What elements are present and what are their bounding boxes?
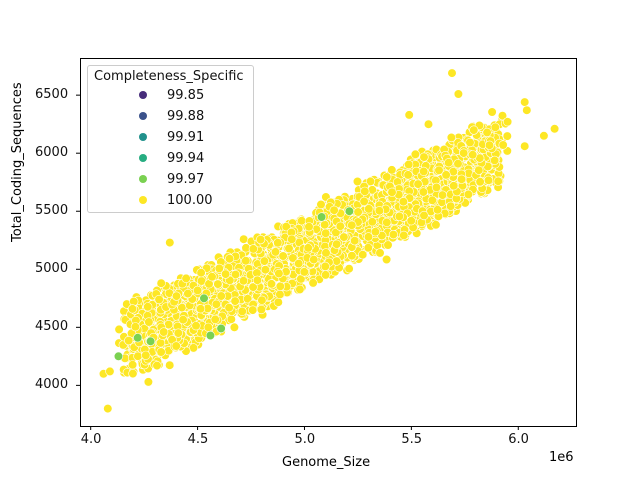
legend-item: 100.00 [88, 191, 253, 212]
y-tick-label: 6500 [35, 87, 69, 103]
legend-label: 99.85 [167, 88, 205, 103]
x-tick-label: 4.5 [187, 432, 209, 447]
legend-title: Completeness_Specific [94, 69, 244, 84]
x-tick-label: 5.5 [401, 432, 423, 447]
y-axis-ticks [76, 94, 80, 386]
legend-label: 100.00 [167, 193, 213, 208]
legend-item: 99.94 [88, 149, 253, 170]
legend-item: 99.97 [88, 170, 253, 191]
y-tick-label: 5500 [35, 203, 69, 219]
legend-marker-icon [139, 196, 147, 204]
legend-marker-icon [139, 175, 147, 183]
legend-item: 99.85 [88, 86, 253, 107]
legend-label: 99.97 [167, 172, 205, 187]
legend-marker-icon [139, 133, 147, 141]
legend-label: 99.94 [167, 151, 205, 166]
x-tick-label: 4.0 [80, 432, 102, 447]
y-tick-label: 5000 [35, 261, 69, 277]
legend-label: 99.88 [167, 109, 205, 124]
legend-marker-icon [139, 154, 147, 162]
legend-marker-icon [139, 91, 147, 99]
x-axis-offset-label: 1e6 [549, 450, 574, 465]
axes-frame [80, 58, 577, 427]
x-axis-label: Genome_Size [282, 455, 371, 470]
legend-label: 99.91 [167, 130, 205, 145]
data-points [98, 68, 560, 414]
legend: Completeness_Specific 99.85 99.88 99.91 … [87, 65, 254, 213]
x-tick-label: 6.0 [508, 432, 529, 447]
legend-marker-icon [139, 112, 147, 120]
y-tick-label: 4500 [35, 319, 69, 335]
y-tick-label: 4000 [35, 377, 69, 393]
y-axis-label: Total_Coding_Sequences [10, 82, 25, 242]
x-tick-label: 5.0 [294, 432, 316, 447]
y-tick-label: 6000 [35, 145, 69, 161]
x-axis-ticks [90, 426, 519, 430]
legend-item: 99.88 [88, 107, 253, 128]
legend-item: 99.91 [88, 128, 253, 149]
